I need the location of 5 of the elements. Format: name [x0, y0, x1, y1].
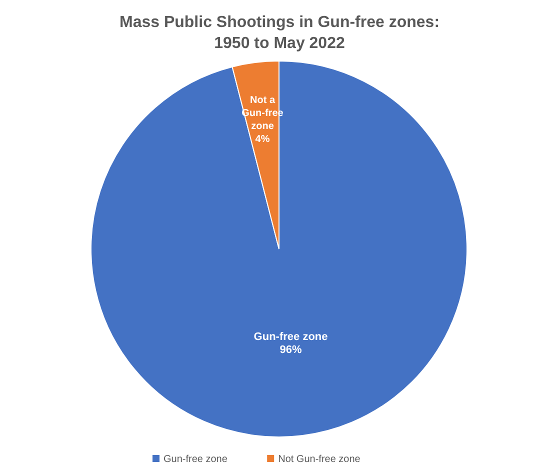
pie-slice	[90, 60, 468, 438]
legend-label: Gun-free zone	[164, 454, 228, 465]
chart-title: Mass Public Shootings in Gun-free zones: 1950 to May 2022	[119, 14, 440, 52]
legend-label: Not Gun-free zone	[278, 454, 361, 465]
data-label: Gun-free zone 96%	[254, 330, 328, 356]
